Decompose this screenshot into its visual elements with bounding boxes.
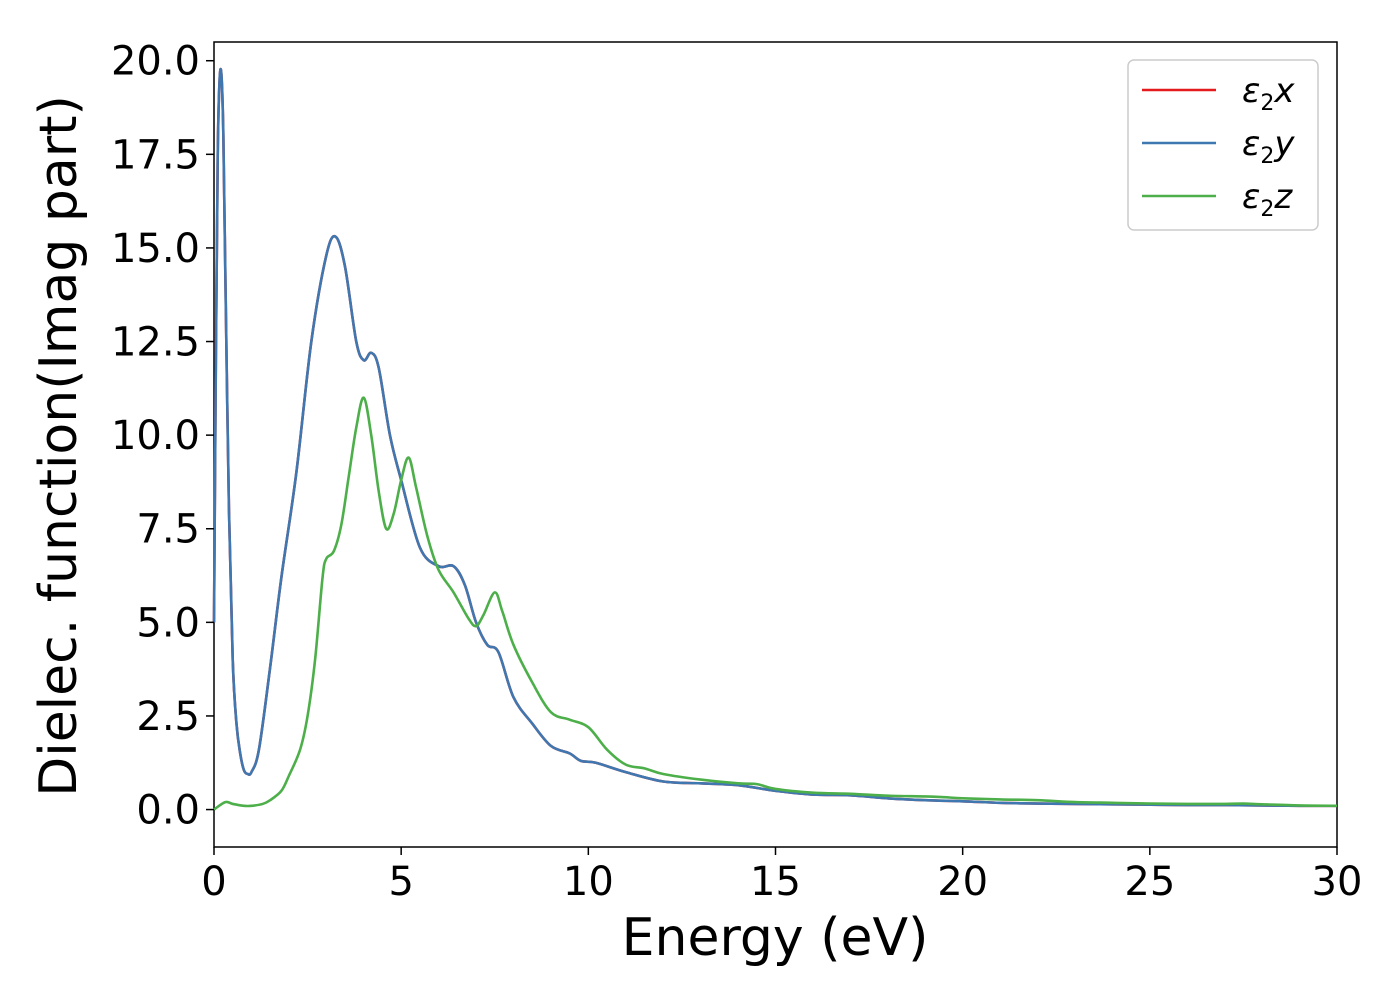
series-line-y	[212, 67, 1338, 808]
legend-label-x: ε2x	[1242, 71, 1295, 116]
y-tick-label: 2.5	[136, 694, 200, 740]
y-axis-ticks: 0.0 2.5 5.0 7.5 10.0 12.5 15.0 17.5 20.0	[111, 39, 214, 834]
x-axis-ticks: 0 5 10 15 20 25 30	[201, 847, 1362, 905]
y-tick-label: 10.0	[111, 413, 200, 459]
legend-label-y: ε2y	[1242, 124, 1295, 169]
series-line-z	[213, 396, 1338, 811]
y-tick-label: 0.0	[136, 788, 200, 834]
x-tick-label: 10	[563, 859, 614, 905]
y-tick-label: 15.0	[111, 226, 200, 272]
legend-box	[1127, 59, 1319, 231]
legend: ε2x ε2y ε2z	[1127, 59, 1319, 231]
series-layer	[212, 67, 1338, 811]
y-tick-label: 17.5	[111, 132, 200, 178]
y-tick-label: 12.5	[111, 320, 200, 366]
y-axis-label: Dielec. function(Imag part)	[29, 95, 89, 797]
x-tick-label: 0	[201, 859, 226, 905]
x-tick-label: 25	[1124, 859, 1175, 905]
y-tick-label: 7.5	[136, 507, 200, 553]
x-axis-label: Energy (eV)	[622, 908, 929, 968]
x-tick-label: 15	[750, 859, 801, 905]
x-tick-label: 30	[1312, 859, 1363, 905]
legend-label-z: ε2z	[1242, 177, 1293, 222]
y-tick-label: 5.0	[136, 600, 200, 646]
y-tick-label: 20.0	[111, 39, 200, 85]
x-tick-label: 5	[388, 859, 413, 905]
x-tick-label: 20	[937, 859, 988, 905]
